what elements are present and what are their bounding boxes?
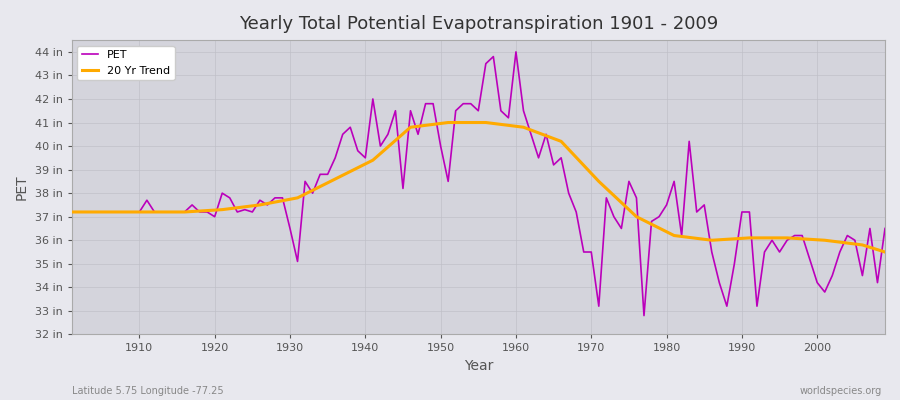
20 Yr Trend	[481, 120, 491, 125]
Title: Yearly Total Potential Evapotranspiration 1901 - 2009: Yearly Total Potential Evapotranspiratio…	[238, 15, 718, 33]
20 Yr Trend	[104, 210, 114, 214]
Line: 20 Yr Trend: 20 Yr Trend	[72, 122, 885, 252]
20 Yr Trend	[593, 179, 604, 184]
Y-axis label: PET: PET	[15, 174, 29, 200]
20 Yr Trend	[669, 233, 680, 238]
Text: worldspecies.org: worldspecies.org	[800, 386, 882, 396]
20 Yr Trend	[744, 236, 755, 240]
PET	[518, 108, 529, 113]
X-axis label: Year: Year	[464, 359, 493, 373]
20 Yr Trend	[292, 196, 303, 200]
PET	[510, 50, 521, 54]
20 Yr Trend	[819, 238, 830, 243]
PET	[292, 259, 303, 264]
20 Yr Trend	[255, 202, 266, 207]
20 Yr Trend	[706, 238, 717, 243]
20 Yr Trend	[367, 158, 378, 162]
Legend: PET, 20 Yr Trend: PET, 20 Yr Trend	[77, 46, 175, 80]
Line: PET: PET	[72, 52, 885, 316]
20 Yr Trend	[217, 207, 228, 212]
PET	[639, 313, 650, 318]
20 Yr Trend	[329, 177, 340, 182]
20 Yr Trend	[405, 125, 416, 130]
20 Yr Trend	[857, 242, 868, 247]
20 Yr Trend	[555, 139, 566, 144]
PET	[503, 116, 514, 120]
20 Yr Trend	[443, 120, 454, 125]
PET	[879, 226, 890, 231]
PET	[67, 210, 77, 214]
Text: Latitude 5.75 Longitude -77.25: Latitude 5.75 Longitude -77.25	[72, 386, 223, 396]
20 Yr Trend	[879, 250, 890, 254]
PET	[608, 214, 619, 219]
20 Yr Trend	[67, 210, 77, 214]
20 Yr Trend	[782, 236, 793, 240]
20 Yr Trend	[141, 210, 152, 214]
20 Yr Trend	[518, 125, 529, 130]
20 Yr Trend	[179, 210, 190, 214]
20 Yr Trend	[631, 214, 642, 219]
PET	[126, 210, 137, 214]
PET	[338, 132, 348, 137]
